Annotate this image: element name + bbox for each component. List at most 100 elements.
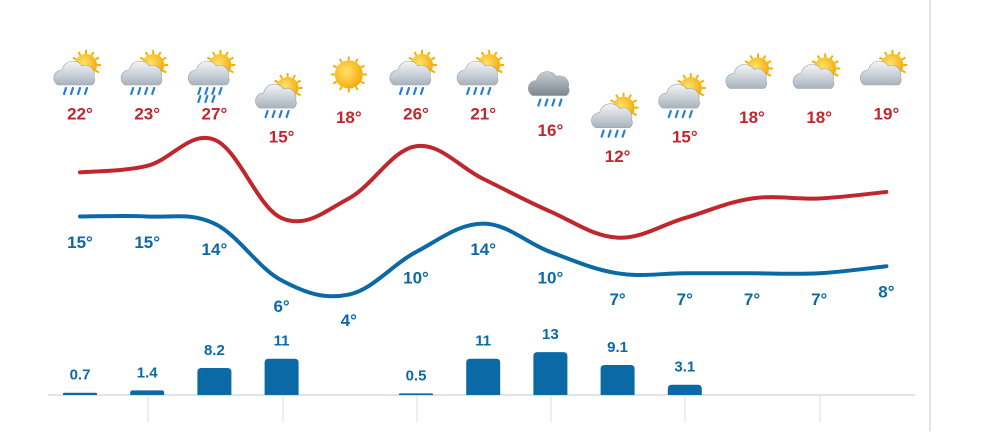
cloud — [527, 71, 570, 96]
sun-ray — [816, 54, 821, 60]
raindrop — [537, 98, 542, 107]
high-temp-label: 15° — [269, 128, 295, 147]
raindrop — [600, 129, 605, 138]
weather-icon — [255, 73, 303, 119]
sun-ray — [360, 80, 365, 85]
raindrop — [151, 86, 156, 96]
weather-icon — [456, 50, 505, 96]
precip-bar — [667, 384, 702, 395]
sun-ray — [426, 51, 431, 56]
sun — [334, 60, 363, 89]
precip-bar — [130, 390, 165, 395]
precip-bar — [264, 358, 299, 395]
sun-ray — [338, 86, 343, 91]
sun-ray — [77, 51, 82, 56]
precip-label: 1.4 — [137, 364, 159, 381]
sun-ray — [475, 56, 481, 61]
sun-ray — [229, 69, 234, 74]
weather-icon — [725, 53, 773, 89]
sun-ray — [829, 54, 834, 60]
low-temp-label: 8° — [878, 283, 894, 302]
sun-ray — [610, 99, 615, 104]
sun-ray — [498, 56, 503, 61]
low-temp-label: 6° — [273, 297, 289, 316]
sun-ray — [431, 69, 436, 74]
sun-ray — [749, 54, 754, 60]
sun-ray — [699, 79, 705, 84]
high-temp-label: 27° — [202, 104, 228, 123]
sun-ray — [162, 56, 167, 61]
sun-ray — [144, 51, 149, 56]
raindrop — [204, 94, 209, 104]
weather-icon — [527, 71, 570, 107]
precip-bar — [63, 392, 97, 395]
sun-ray — [90, 51, 95, 56]
raindrop — [285, 109, 290, 119]
sun-ray — [229, 56, 234, 61]
sun-ray — [695, 74, 700, 80]
weather-icon — [389, 50, 437, 96]
cloud — [591, 103, 633, 128]
sun-ray — [279, 74, 283, 80]
raindrop — [278, 109, 283, 119]
sun-ray — [408, 56, 413, 61]
sun-ray — [95, 56, 100, 61]
sun-ray — [332, 64, 338, 69]
precip-label: 11 — [274, 333, 290, 350]
sun-ray — [332, 80, 338, 85]
raindrop — [466, 86, 471, 96]
raindrop — [130, 86, 135, 96]
precip-label: 8.2 — [204, 342, 225, 359]
raindrop — [144, 86, 149, 96]
high-temp-label: 23° — [134, 104, 160, 123]
raindrop — [674, 109, 679, 119]
sun-ray — [292, 74, 296, 80]
low-temp-label: 15° — [67, 233, 93, 252]
sun-ray — [157, 51, 162, 56]
raindrop — [487, 86, 492, 96]
raindrop — [412, 86, 418, 96]
sun-ray — [274, 79, 279, 84]
raindrop — [264, 109, 269, 119]
raindrop — [204, 86, 209, 96]
sun-ray — [632, 112, 638, 117]
weather-icon — [330, 56, 367, 93]
cloud — [255, 83, 297, 109]
weather-icon — [120, 50, 169, 96]
weather-icon — [792, 53, 841, 89]
sun-ray — [360, 64, 365, 69]
sun-ray — [884, 51, 888, 56]
sun-ray — [338, 58, 343, 63]
raindrop — [473, 86, 478, 96]
high-temp-label: 15° — [672, 128, 698, 147]
high-temp-label: 19° — [874, 104, 900, 123]
sun-ray — [95, 69, 100, 74]
raindrop — [405, 86, 411, 96]
weather-icon — [591, 92, 639, 138]
raindrop — [558, 98, 563, 107]
temperature-line — [78, 213, 889, 299]
precip-label: 11 — [475, 333, 491, 350]
cloud — [456, 60, 499, 86]
sun-ray — [354, 86, 359, 91]
sun-ray — [682, 74, 687, 80]
precip-label: 9.1 — [607, 339, 628, 356]
raindrop — [607, 129, 612, 138]
cloud — [187, 60, 230, 86]
cloud — [859, 60, 902, 86]
sun-ray — [628, 94, 632, 99]
sun-ray — [767, 73, 772, 77]
high-temp-label: 26° — [403, 104, 429, 123]
cloud — [389, 60, 432, 86]
sun-ray — [413, 51, 418, 56]
sun-ray — [762, 54, 767, 60]
cloud — [53, 60, 96, 86]
raindrop — [271, 109, 276, 119]
raindrop — [137, 86, 142, 96]
precip-label: 0.7 — [70, 367, 91, 384]
raindrop — [83, 86, 89, 96]
weather-icon — [658, 73, 706, 119]
cloud — [120, 60, 163, 86]
